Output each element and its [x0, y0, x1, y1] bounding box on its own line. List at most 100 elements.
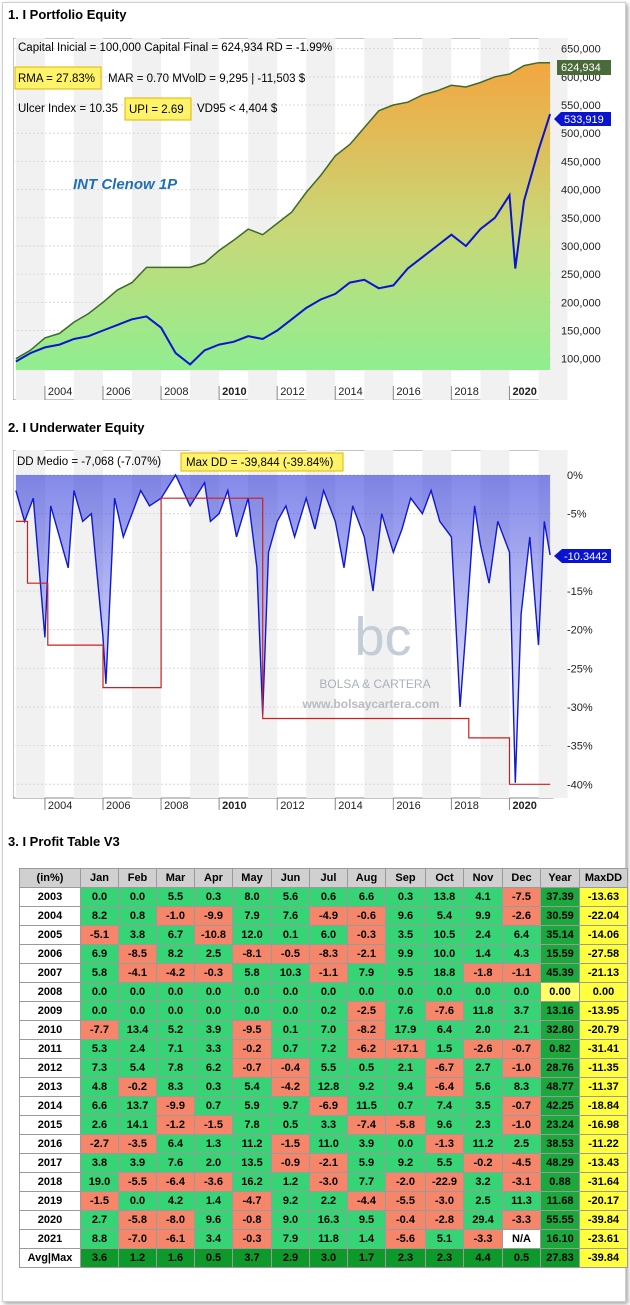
table-cell: -1.2	[156, 1115, 195, 1135]
y-tick-label: -15%	[567, 586, 593, 598]
equity-y-axis: 650,000600,000550,000500,000450,000400,0…	[561, 44, 601, 366]
table-cell: 3.3	[309, 1115, 348, 1135]
table-cell: 7.6	[271, 906, 310, 926]
table-cell: 5.2	[156, 1020, 195, 1040]
benchmark-tag	[554, 112, 611, 126]
table-cell: 19.0	[80, 1172, 119, 1192]
y-tick-label: -35%	[567, 741, 593, 753]
table-cell: 8.0	[232, 887, 272, 907]
table-cell: -4.7	[232, 1191, 272, 1211]
rma-value: RMA = 27.83%	[18, 73, 95, 85]
row-year-cell: 2015	[19, 1115, 81, 1135]
table-cell: -4.2	[156, 963, 195, 983]
underwater-x-axis: 2004 2006 2008 2010 2012 2014 2016 2018 2020	[44, 798, 537, 812]
equity-x-axis: 2004 2006 2008 2010 2012 2014 2016 2018 2020	[44, 386, 537, 400]
table-cell: 0.0	[271, 1001, 310, 1021]
table-cell: 6.4	[156, 1134, 195, 1154]
table-row: 2019 -1.5 0.0 4.2 1.4 -4.7 9.2 2.2 -4.4 -5.5 -3.0 2…	[19, 1191, 628, 1211]
table-cell: 9.2	[385, 1153, 426, 1173]
table-cell: -8.2	[347, 1020, 386, 1040]
table-row: 2003 0.0 0.0 5.5 0.3 8.0 5.6 0.6 6.6 0.3 13.8 4.1 -7…	[19, 887, 628, 907]
column-header: Dec	[502, 868, 541, 888]
rma-badge	[14, 66, 102, 90]
y-tick-label: 250,000	[561, 269, 601, 281]
table-cell: 5.9	[347, 1153, 386, 1173]
row-year-cell: 2006	[19, 944, 81, 964]
table-cell: 7.7	[347, 1172, 386, 1192]
table-cell: -2.6	[502, 906, 541, 926]
table-cell: 5.5	[156, 887, 195, 907]
table-cell: 0.0	[156, 1001, 195, 1021]
table-cell: -13.95	[579, 1001, 628, 1021]
table-cell: -8.3	[309, 944, 348, 964]
x-tick-label: 2008	[164, 386, 188, 398]
x-tick-label: 2018	[454, 800, 478, 812]
table-cell: -0.2	[463, 1153, 503, 1173]
table-cell: 13.4	[118, 1020, 157, 1040]
table-cell: 12.8	[309, 1077, 348, 1097]
table-cell: 0.0	[118, 887, 157, 907]
table-cell: -4.5	[502, 1153, 541, 1173]
footer-cell: 2.3	[425, 1248, 464, 1268]
underwater-chart: bc BOLSA & CARTERA www.bolsaycartera.com…	[13, 450, 611, 812]
y-tick-label: -20%	[567, 625, 593, 637]
drawdown-area	[15, 475, 551, 783]
max-dd-label: Max DD = -39,844 (-39.84%)	[186, 457, 333, 469]
table-cell: -2.5	[347, 1001, 386, 1021]
table-cell: -0.5	[271, 944, 310, 964]
table-cell: -13.63	[579, 887, 628, 907]
table-cell: 1.5	[425, 1039, 464, 1059]
y-tick-label: 150,000	[561, 326, 601, 338]
row-year-cell: 2020	[19, 1210, 81, 1230]
row-year-cell: 2012	[19, 1058, 81, 1078]
table-cell: 8.3	[156, 1077, 195, 1097]
table-cell: -9.5	[232, 1020, 272, 1040]
table-cell: 23.24	[540, 1115, 580, 1135]
footer-cell: 27.83	[540, 1248, 580, 1268]
table-cell: -11.22	[579, 1134, 628, 1154]
table-cell: 16.10	[540, 1229, 580, 1249]
table-cell: -6.2	[347, 1039, 386, 1059]
table-cell: -3.3	[502, 1210, 541, 1230]
table-cell: 3.8	[80, 1153, 119, 1173]
section-title-equity: 1. I Portfolio Equity	[8, 7, 127, 22]
table-cell: 55.55	[540, 1210, 580, 1230]
table-cell: -22.04	[579, 906, 628, 926]
table-cell: -14.06	[579, 925, 628, 945]
table-cell: 0.7	[385, 1096, 426, 1116]
watermark-url: www.bolsaycartera.com	[302, 697, 440, 711]
current-drawdown-tag-text: -10.3442	[564, 551, 607, 563]
table-cell: 0.3	[194, 1077, 233, 1097]
table-cell: 1.4	[463, 944, 503, 964]
table-cell: 0.88	[540, 1172, 580, 1192]
table-cell: 5.3	[80, 1039, 119, 1059]
table-cell: -6.7	[425, 1058, 464, 1078]
table-cell: 9.6	[194, 1210, 233, 1230]
table-cell: 0.82	[540, 1039, 580, 1059]
table-cell: 5.6	[271, 887, 310, 907]
table-cell: 37.39	[540, 887, 580, 907]
table-cell: -2.0	[385, 1172, 426, 1192]
table-cell: 0.3	[385, 887, 426, 907]
dd-medio-label: DD Medio = -7,068 (-7.07%)	[17, 456, 161, 468]
table-cell: 2.7	[80, 1210, 119, 1230]
table-cell: 7.4	[425, 1096, 464, 1116]
table-row: 2006 6.9 -8.5 8.2 2.5 -8.1 -0.5 -8.3 -2.1 9.9 10.0…	[19, 944, 628, 964]
table-cell: 7.6	[385, 1001, 426, 1021]
table-cell: 2.7	[463, 1058, 503, 1078]
table-cell: 2.2	[309, 1191, 348, 1211]
table-cell: 0.3	[194, 887, 233, 907]
table-row: 2011 5.3 2.4 7.1 3.3 -0.2 0.7 7.2 -6.2 -17.1 1.5 -2…	[19, 1039, 628, 1059]
table-cell: 3.5	[463, 1096, 503, 1116]
table-cell: -7.7	[80, 1020, 119, 1040]
equity-line	[15, 61, 551, 360]
table-cell: -3.6	[194, 1172, 233, 1192]
table-cell: 11.8	[309, 1229, 348, 1249]
table-cell: -6.4	[156, 1172, 195, 1192]
footer-cell: 3.7	[232, 1248, 272, 1268]
table-cell: -31.64	[579, 1172, 628, 1192]
table-cell: 3.4	[194, 1229, 233, 1249]
table-cell: 12.0	[232, 925, 272, 945]
table-cell: 1.3	[194, 1134, 233, 1154]
table-cell: 11.2	[463, 1134, 503, 1154]
